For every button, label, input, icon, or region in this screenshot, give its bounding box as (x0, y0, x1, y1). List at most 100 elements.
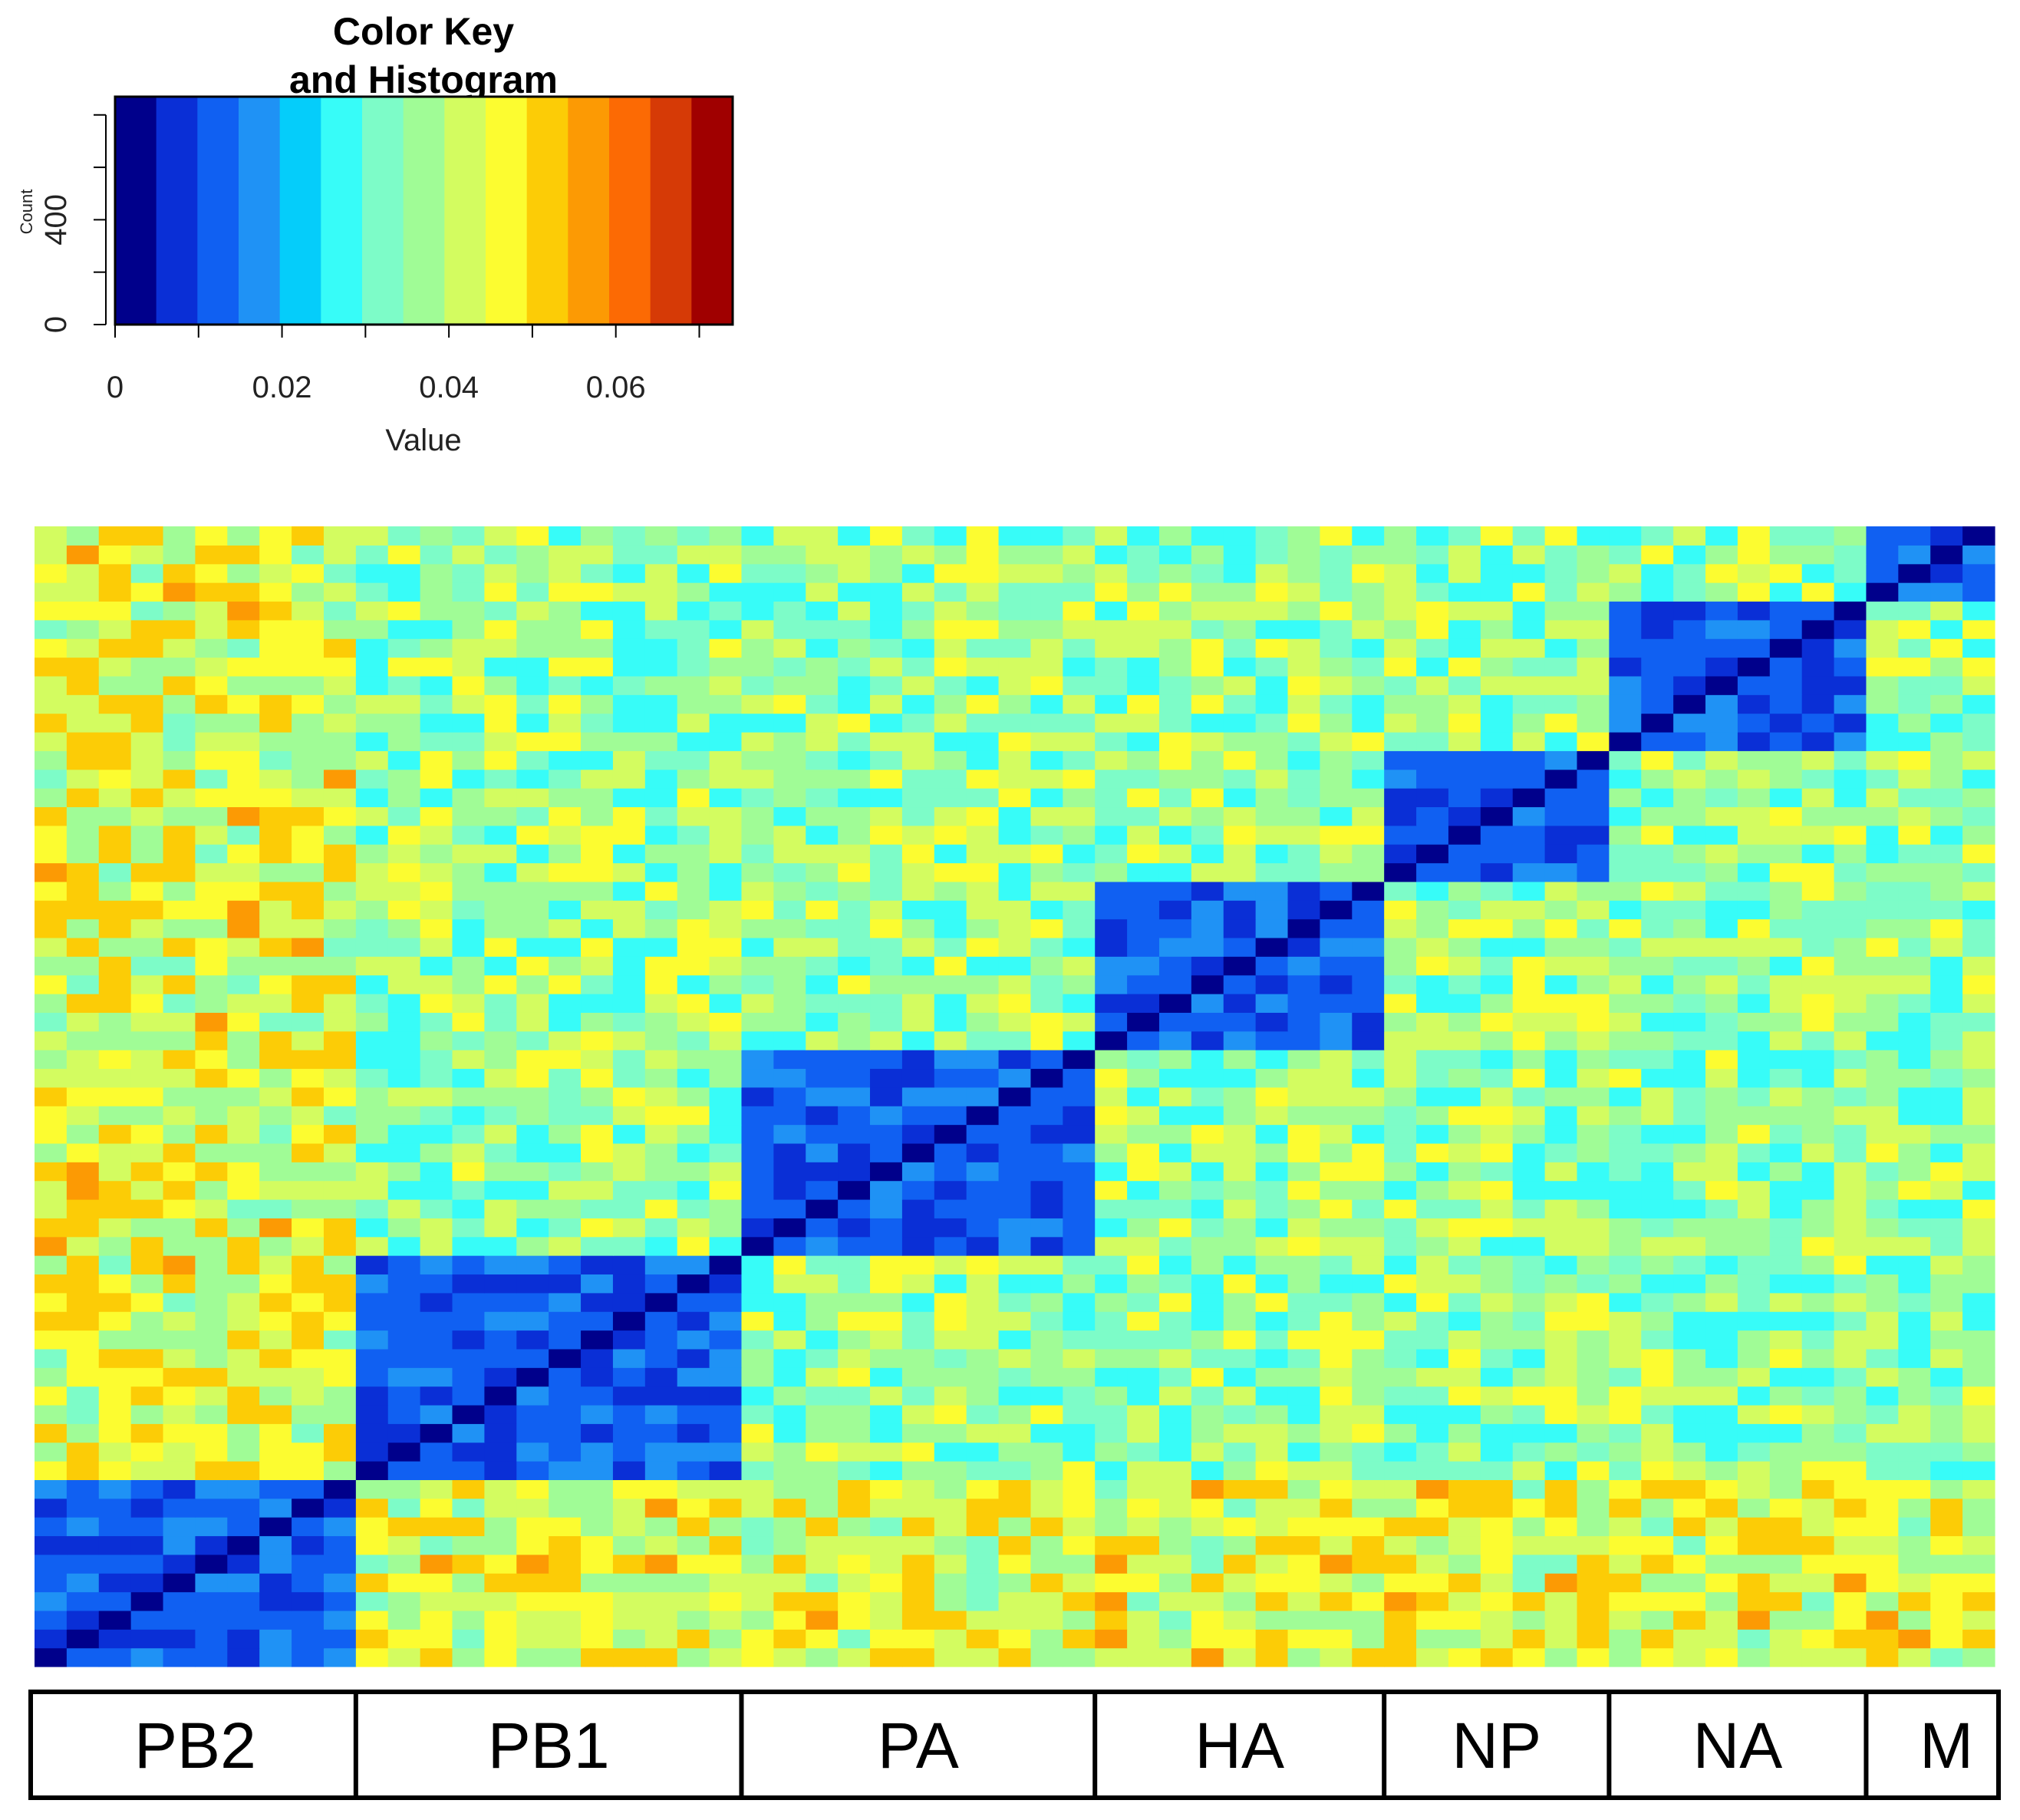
heatmap-cell (98, 1292, 132, 1312)
heatmap-cell (1480, 1274, 1514, 1294)
heatmap-cell (1801, 1218, 1835, 1238)
heatmap-cell (1609, 1255, 1642, 1275)
heatmap-cell (484, 1086, 517, 1106)
heatmap-cell (1063, 1591, 1096, 1611)
heatmap-cell (1673, 1367, 1706, 1387)
heatmap-cell (677, 731, 710, 751)
heatmap-cell (806, 1423, 839, 1443)
heatmap-cell (1544, 1479, 1578, 1499)
heatmap-cell (549, 1292, 582, 1312)
heatmap-cell (1255, 1629, 1289, 1649)
heatmap-cell (1158, 1647, 1192, 1667)
heatmap-cell (1577, 862, 1610, 882)
heatmap-cell (1223, 1086, 1257, 1106)
heatmap-cell (773, 1218, 806, 1238)
heatmap-cell (323, 956, 357, 976)
heatmap-cell (1769, 713, 1803, 733)
heatmap-cell (259, 881, 292, 901)
heatmap-cell (838, 900, 871, 920)
heatmap-cell (1480, 937, 1514, 957)
heatmap-cell (227, 900, 260, 920)
heatmap-cell (1705, 582, 1738, 602)
heatmap-cell (1480, 1311, 1514, 1331)
heatmap-cell (1287, 1404, 1321, 1424)
color-key-strip-2 (156, 97, 199, 325)
heatmap-cell (1962, 974, 1995, 994)
heatmap-cell (1320, 582, 1353, 602)
heatmap-cell (709, 900, 743, 920)
heatmap-cell (806, 1573, 839, 1593)
heatmap-cell (1255, 937, 1289, 957)
heatmap-cell (227, 769, 260, 789)
heatmap-cell (484, 1647, 517, 1667)
heatmap-cell (1577, 1404, 1610, 1424)
heatmap-cell (484, 918, 517, 938)
heatmap-cell (870, 825, 903, 845)
heatmap-cell (677, 1404, 710, 1424)
heatmap-cell (1512, 1255, 1546, 1275)
heatmap-cell (484, 1498, 517, 1518)
heatmap-cell (1063, 1442, 1096, 1462)
heatmap-cell (1320, 844, 1353, 864)
heatmap-cell (1898, 1142, 1931, 1162)
heatmap-cell (355, 1404, 389, 1424)
heatmap-cell (1866, 918, 1899, 938)
heatmap-cell (1095, 1348, 1128, 1368)
heatmap-cell (998, 1012, 1032, 1032)
heatmap-cell (35, 1535, 68, 1555)
heatmap-cell (612, 881, 646, 901)
heatmap-cell (484, 994, 517, 1013)
heatmap-cell (1352, 1629, 1385, 1649)
heatmap-cell (1834, 1498, 1867, 1518)
heatmap-cell (35, 994, 68, 1013)
heatmap-cell (130, 974, 164, 994)
heatmap-cell (484, 769, 517, 789)
heatmap-cell (1930, 1423, 1963, 1443)
heatmap-cell (35, 1554, 68, 1574)
heatmap-cell (130, 1292, 164, 1312)
heatmap-cell (420, 1461, 453, 1480)
heatmap-cell (612, 1236, 646, 1256)
heatmap-cell (452, 974, 485, 994)
heatmap-cell (292, 1535, 325, 1555)
heatmap-cell (1544, 1554, 1578, 1574)
heatmap-cell (1930, 750, 1963, 770)
heatmap-cell (870, 638, 903, 658)
heatmap-cell (1384, 956, 1417, 976)
heatmap-cell (227, 806, 260, 826)
heatmap-cell (612, 1050, 646, 1070)
heatmap-cell (163, 1274, 196, 1294)
heatmap-cell (1158, 1050, 1192, 1070)
heatmap-cell (1480, 1030, 1514, 1050)
heatmap-cell (1416, 1647, 1449, 1667)
heatmap-cell (163, 657, 196, 677)
heatmap-cell (484, 1218, 517, 1238)
heatmap-cell (1352, 881, 1385, 901)
heatmap-cell (870, 1198, 903, 1218)
heatmap-cell (1127, 862, 1160, 882)
heatmap-cell (1127, 806, 1160, 826)
heatmap-cell (1962, 1198, 1995, 1218)
heatmap-cell (1063, 1573, 1096, 1593)
heatmap-cell (195, 1124, 228, 1144)
heatmap-cell (870, 1442, 903, 1462)
heatmap-cell (1705, 956, 1738, 976)
heatmap-cell (1544, 1255, 1578, 1275)
heatmap-cell (1962, 1386, 1995, 1406)
heatmap-cell (709, 1367, 743, 1387)
heatmap-cell (195, 1610, 228, 1630)
heatmap-cell (1898, 1086, 1931, 1106)
heatmap-cell (741, 769, 774, 789)
heatmap-cell (1191, 1591, 1224, 1611)
color-key-strip-9 (444, 97, 486, 325)
heatmap-cell (1769, 675, 1803, 695)
heatmap-cell (163, 974, 196, 994)
heatmap-cell (292, 1274, 325, 1294)
heatmap-cell (1641, 1517, 1674, 1537)
heatmap-cell (35, 1498, 68, 1518)
heatmap-cell (66, 1012, 100, 1032)
heatmap-cell (677, 1012, 710, 1032)
heatmap-cell (1255, 526, 1289, 546)
heatmap-cell (516, 582, 549, 602)
heatmap-cell (1191, 1012, 1224, 1032)
